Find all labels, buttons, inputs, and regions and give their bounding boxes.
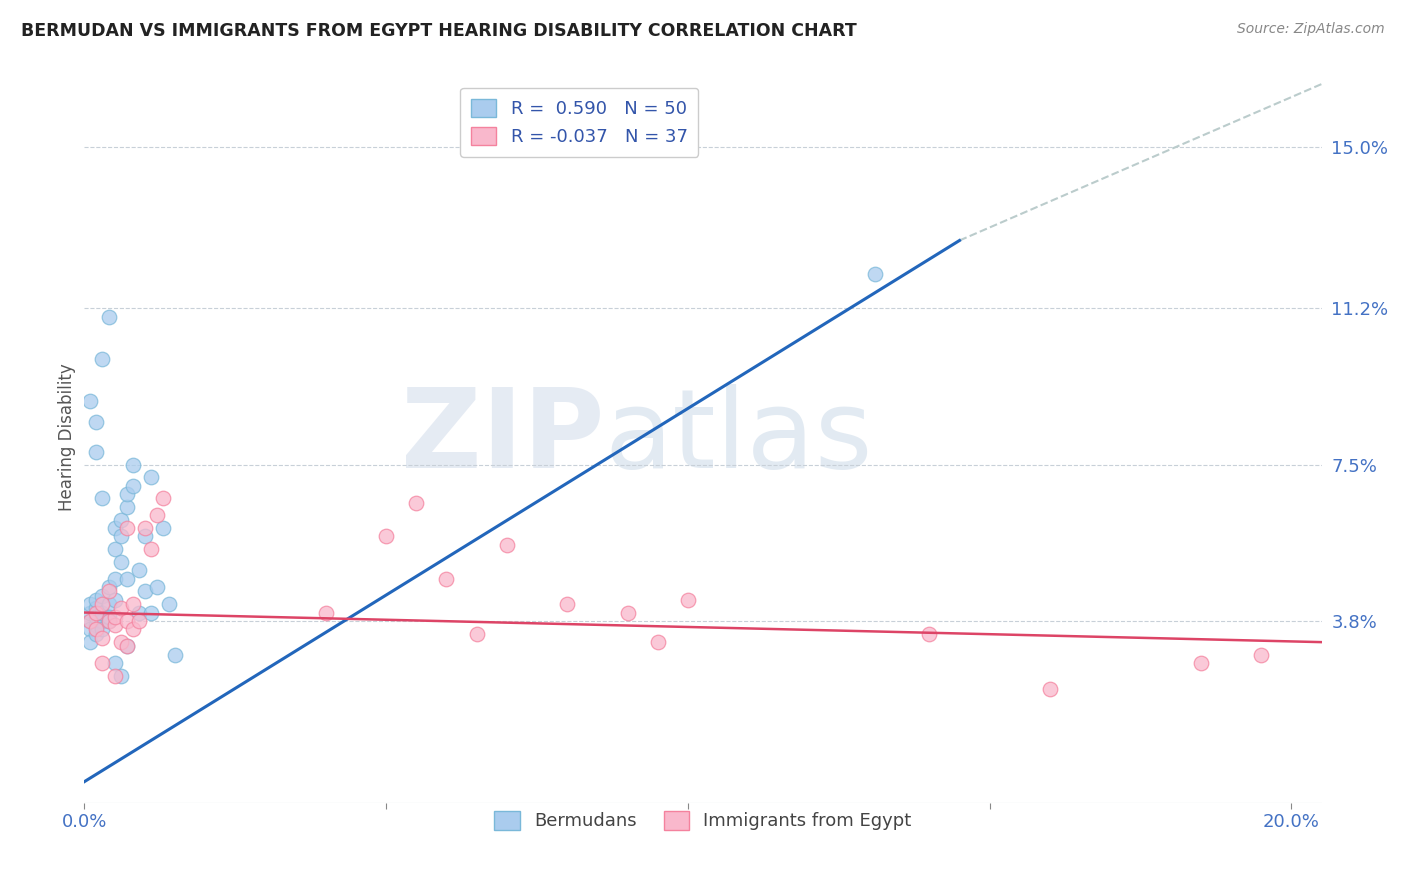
- Point: [91, 623, 114, 637]
- Point: [863, 268, 886, 282]
- Point: [121, 623, 143, 637]
- Point: [103, 542, 125, 557]
- Point: [79, 635, 101, 649]
- Point: [139, 542, 162, 557]
- Point: [134, 584, 156, 599]
- Point: [121, 458, 143, 472]
- Point: [103, 669, 125, 683]
- Point: [103, 657, 125, 671]
- Point: [110, 512, 132, 526]
- Point: [79, 606, 101, 620]
- Point: [146, 580, 169, 594]
- Point: [97, 609, 120, 624]
- Point: [97, 580, 120, 594]
- Point: [79, 597, 101, 611]
- Point: [86, 592, 108, 607]
- Point: [79, 614, 101, 628]
- Point: [315, 606, 337, 620]
- Legend: Bermudans, Immigrants from Egypt: Bermudans, Immigrants from Egypt: [486, 804, 920, 838]
- Point: [436, 572, 458, 586]
- Point: [86, 606, 108, 620]
- Point: [86, 618, 108, 632]
- Text: BERMUDAN VS IMMIGRANTS FROM EGYPT HEARING DISABILITY CORRELATION CHART: BERMUDAN VS IMMIGRANTS FROM EGYPT HEARIN…: [21, 22, 856, 40]
- Point: [146, 508, 169, 523]
- Point: [128, 614, 150, 628]
- Point: [91, 614, 114, 628]
- Point: [79, 394, 101, 409]
- Point: [139, 606, 162, 620]
- Point: [115, 521, 138, 535]
- Point: [86, 609, 108, 624]
- Point: [134, 529, 156, 543]
- Point: [103, 609, 125, 624]
- Point: [91, 597, 114, 611]
- Point: [676, 592, 699, 607]
- Point: [97, 597, 120, 611]
- Point: [103, 521, 125, 535]
- Point: [647, 635, 669, 649]
- Point: [1039, 681, 1062, 696]
- Point: [121, 479, 143, 493]
- Point: [1250, 648, 1272, 662]
- Point: [86, 626, 108, 640]
- Text: ZIP: ZIP: [401, 384, 605, 491]
- Point: [121, 597, 143, 611]
- Point: [115, 572, 138, 586]
- Point: [152, 491, 174, 506]
- Point: [375, 529, 398, 543]
- Point: [103, 618, 125, 632]
- Point: [555, 597, 578, 611]
- Point: [97, 310, 120, 324]
- Point: [79, 623, 101, 637]
- Point: [115, 487, 138, 501]
- Text: Source: ZipAtlas.com: Source: ZipAtlas.com: [1237, 22, 1385, 37]
- Point: [115, 640, 138, 654]
- Point: [91, 589, 114, 603]
- Point: [86, 601, 108, 615]
- Point: [110, 601, 132, 615]
- Y-axis label: Hearing Disability: Hearing Disability: [58, 363, 76, 511]
- Point: [91, 631, 114, 645]
- Point: [97, 614, 120, 628]
- Point: [115, 500, 138, 514]
- Point: [110, 669, 132, 683]
- Point: [139, 470, 162, 484]
- Text: atlas: atlas: [605, 384, 873, 491]
- Point: [495, 538, 517, 552]
- Point: [91, 657, 114, 671]
- Point: [91, 491, 114, 506]
- Point: [86, 445, 108, 459]
- Point: [1189, 657, 1212, 671]
- Point: [134, 521, 156, 535]
- Point: [405, 495, 427, 509]
- Point: [110, 529, 132, 543]
- Point: [163, 648, 186, 662]
- Point: [157, 597, 180, 611]
- Point: [91, 606, 114, 620]
- Point: [128, 563, 150, 577]
- Point: [616, 606, 638, 620]
- Point: [103, 572, 125, 586]
- Point: [91, 351, 114, 366]
- Point: [97, 584, 120, 599]
- Point: [86, 415, 108, 429]
- Point: [152, 521, 174, 535]
- Point: [918, 626, 941, 640]
- Point: [103, 592, 125, 607]
- Point: [465, 626, 488, 640]
- Point: [110, 555, 132, 569]
- Point: [115, 640, 138, 654]
- Point: [79, 614, 101, 628]
- Point: [86, 623, 108, 637]
- Point: [128, 606, 150, 620]
- Point: [110, 635, 132, 649]
- Point: [97, 614, 120, 628]
- Point: [115, 614, 138, 628]
